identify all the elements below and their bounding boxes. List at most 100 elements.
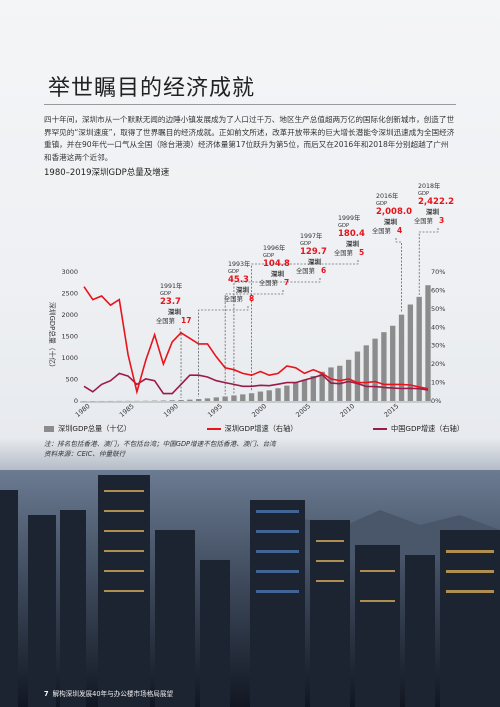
annotation-rank-text: 全国第 [334,248,353,257]
gdp-bar [398,314,405,401]
annotation-rank-value: 17 [181,316,191,325]
footer-report-title: 解构深圳发展40年与办公楼市场格局展望 [52,690,174,698]
note-source: 资料来源：CEIC、仲量联行 [44,450,126,458]
gdp-bar [407,304,414,401]
gdp-bar [293,382,299,401]
annotation-gdp-label: GDP [228,269,239,275]
annotation-rank-text: 全国第 [224,294,243,303]
annotation-rank-text: 全国第 [156,316,175,325]
annotation-leader-line [418,228,439,295]
legend-label-sz-growth: 深圳GDP增速（右轴） [224,424,298,433]
x-tick-label: 2000 [250,402,268,419]
annotation-gdp-value: 180.4 [338,229,365,239]
gdp-bar [248,393,255,401]
x-tick-label: 1995 [206,402,224,419]
y-right-tick-label: 10% [431,379,445,387]
annotation-leader-line [251,260,359,392]
chart-legend: 深圳GDP总量（十亿） 深圳GDP增速（右轴） 中国GDP增速（右轴） [44,424,464,434]
y-left-tick-label: 1000 [61,354,78,362]
y-right-tick-label: 20% [431,360,445,368]
annotation-city: 深圳 [271,269,285,278]
gdp-bar [319,371,325,401]
city-skyline-image [0,470,500,707]
gdp-bar [345,359,352,401]
y-right-tick-label: 50% [431,305,445,313]
annotation-gdp-value: 2,008.0 [376,207,412,217]
annotation-leader-line [224,290,284,395]
gdp-bar [187,399,193,401]
gdp-bar [204,398,211,401]
x-tick-label: 2010 [338,402,356,419]
page-title: 举世瞩目的经济成就 [48,76,256,101]
annotation-city: 深圳 [384,217,398,226]
gdp-bar [240,394,246,401]
x-tick-label: 1990 [162,402,180,419]
y-left-tick-label: 3000 [61,268,78,276]
x-tick-label: 2005 [294,402,312,419]
gdp-bar [178,399,184,401]
annotation-year: 1991年 [160,281,182,290]
gdp-bar [275,388,281,401]
gdp-chart: 0 500 1000 1500 2000 2500 3000 0% 10% 20% 30% 40% 50… [48,181,454,419]
y-left-tick-label: 0 [74,397,78,405]
annotation-year: 1997年 [300,231,322,240]
y-right-tick-label: 40% [431,323,445,331]
annotation-year: 2016年 [376,191,398,200]
gdp-bar [328,367,334,401]
x-tick-label: 2015 [383,402,401,419]
annotation-gdp-label: GDP [418,191,429,197]
gdp-bar [425,285,431,401]
gdp-bar [363,345,369,401]
y-right-tick-label: 0% [431,397,441,405]
annotation-city: 深圳 [346,239,360,248]
title-divider [44,104,456,105]
y-left-tick-label: 1500 [61,333,78,341]
annotation-gdp-label: GDP [160,291,171,297]
y-right-tick-label: 70% [431,268,445,276]
y-left-tick-label: 2000 [61,311,78,319]
annotation-rank-value: 3 [439,216,444,225]
chart-title: 1980–2019深圳GDP总量及增速 [44,168,170,178]
gdp-bar [257,391,264,401]
gdp-bar [169,400,175,401]
annotation-year: 1999年 [338,213,360,222]
annotation-gdp-label: GDP [300,241,311,247]
gdp-bar [416,296,422,401]
annotation-rank-value: 4 [397,226,402,235]
annotation-leader-line [198,306,249,398]
gdp-bar [231,395,237,401]
annotation-rank-text: 全国第 [414,216,433,225]
y-left-axis-label: 深圳GDP总量（十亿） [48,302,57,371]
annotation-city: 深圳 [168,307,182,316]
annotation-rank-value: 5 [359,248,364,257]
annotation-leader-line [395,238,402,313]
gdp-bar [266,390,272,401]
page-footer: 7 解构深圳发展40年与办公楼市场格局展望 [44,688,173,698]
annotation-gdp-value: 23.7 [160,297,181,307]
gdp-bar [310,375,316,401]
gdp-bar [372,338,378,401]
annotation-gdp-label: GDP [376,201,387,207]
gdp-bar [222,396,228,401]
annotation-gdp-value: 45.3 [228,275,249,285]
gdp-bar [301,379,308,401]
y-left-tick-label: 500 [66,376,78,384]
gdp-bar [354,351,361,401]
legend-item-sz-growth: 深圳GDP增速（右轴） [206,424,298,434]
legend-item-gdp: 深圳GDP总量（十亿） [44,424,131,434]
china-growth-line [83,372,429,395]
annotation-leader-line [179,328,182,398]
intro-paragraph: 四十年间，深圳市从一个默默无闻的边陲小镇发展成为了人口过千万、地区生产总值超两万… [44,115,455,162]
y-right-tick-label: 30% [431,342,445,350]
annotation-rank-text: 全国第 [372,226,391,235]
gdp-bar [213,397,219,401]
y-left-tick-label: 2500 [61,290,78,298]
annotation-year: 1993年 [228,259,250,268]
legend-label-gdp: 深圳GDP总量（十亿） [58,424,131,433]
y-right-tick-label: 60% [431,286,445,294]
annotation-year: 1996年 [263,243,285,252]
annotation-rank-text: 全国第 [259,278,278,287]
page-number: 7 [44,690,49,698]
annotation-leader-line [233,278,321,394]
annotation-gdp-label: GDP [338,223,349,229]
